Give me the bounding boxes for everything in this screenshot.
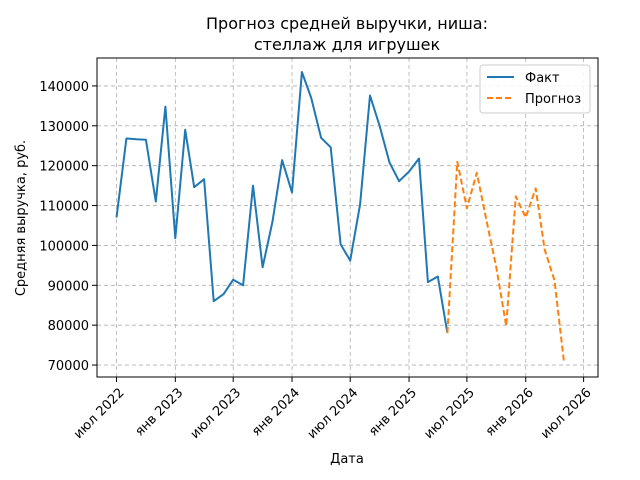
x-axis-label: Дата <box>330 452 364 467</box>
series-line-forecast <box>446 160 566 364</box>
x-tick-label: янв 2026 <box>483 385 537 439</box>
chart-title: Прогноз средней выручки, ниша: стеллаж д… <box>206 14 488 54</box>
x-tick-label: янв 2023 <box>132 385 186 439</box>
y-tick-label: 140000 <box>39 80 89 95</box>
y-tick-label: 130000 <box>39 120 89 135</box>
y-tick-label: 100000 <box>39 239 89 254</box>
y-tick-label: 110000 <box>39 200 89 215</box>
x-tick-label: июл 2026 <box>538 385 595 442</box>
x-tick-label: июл 2024 <box>305 385 362 442</box>
chart-title-line-2: стеллаж для игрушек <box>254 35 441 54</box>
y-tick-label: 70000 <box>48 359 89 374</box>
legend-label-fact: Факт <box>525 71 560 86</box>
chart-title-line-1: Прогноз средней выручки, ниша: <box>206 14 488 33</box>
y-tick-label: 90000 <box>48 279 89 294</box>
series-layer <box>115 71 566 364</box>
plot-frame <box>96 57 599 378</box>
legend: Факт Прогноз <box>479 64 591 114</box>
x-axis-ticks: июл 2022 янв 2023 июл 2023 янв 2024 июл 2024… <box>71 377 595 442</box>
x-tick-label: янв 2024 <box>249 385 303 439</box>
x-tick-label: июл 2023 <box>188 385 245 442</box>
legend-label-forecast: Прогноз <box>525 92 581 107</box>
y-axis-label: Средняя выручка, руб. <box>14 140 29 296</box>
x-tick-label: июл 2025 <box>421 385 478 442</box>
series-line-fact <box>115 71 449 334</box>
y-axis-ticks: 70000 80000 90000 100000 110000 120000 130000 1… <box>39 80 97 374</box>
y-tick-label: 120000 <box>39 160 89 175</box>
x-tick-label: июл 2022 <box>71 385 128 442</box>
y-tick-label: 80000 <box>48 319 89 334</box>
x-tick-label: янв 2025 <box>366 385 420 439</box>
